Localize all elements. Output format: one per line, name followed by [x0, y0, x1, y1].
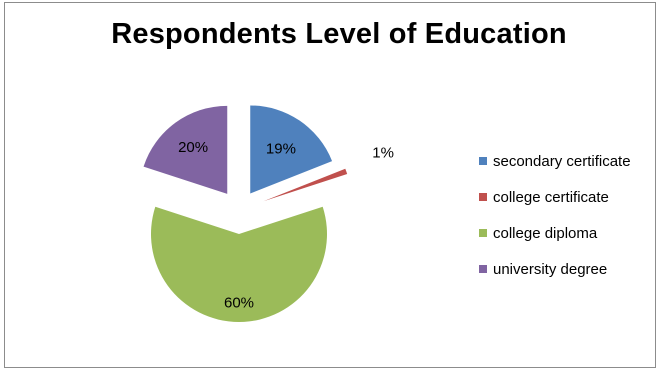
pie-data-label: 19%: [266, 140, 296, 157]
legend-swatch: [479, 157, 487, 165]
chart-legend: secondary certificate college certificat…: [479, 150, 649, 294]
pie-slice-college-certificate: [263, 168, 348, 202]
pie-data-label: 1%: [372, 144, 394, 161]
chart-frame: [4, 2, 656, 368]
legend-swatch: [479, 229, 487, 237]
pie-data-label: 20%: [178, 139, 208, 156]
chart-title: Respondents Level of Education: [111, 18, 567, 50]
legend-swatch: [479, 193, 487, 201]
legend-label: college certificate: [493, 189, 609, 206]
legend-label: secondary certificate: [493, 153, 631, 170]
legend-item-college-diploma: college diploma: [479, 222, 649, 258]
pie-slice-college-diploma: [151, 206, 327, 323]
pie-data-label: 60%: [224, 295, 254, 312]
legend-swatch: [479, 265, 487, 273]
legend-item-secondary-certificate: secondary certificate: [479, 150, 649, 186]
legend-item-college-certificate: college certificate: [479, 186, 649, 222]
pie-slice-university-degree: [143, 105, 228, 194]
pie-slice-secondary-certificate: [250, 105, 333, 194]
legend-item-university-degree: university degree: [479, 258, 649, 294]
legend-label: university degree: [493, 261, 608, 278]
legend-label: college diploma: [493, 225, 598, 242]
